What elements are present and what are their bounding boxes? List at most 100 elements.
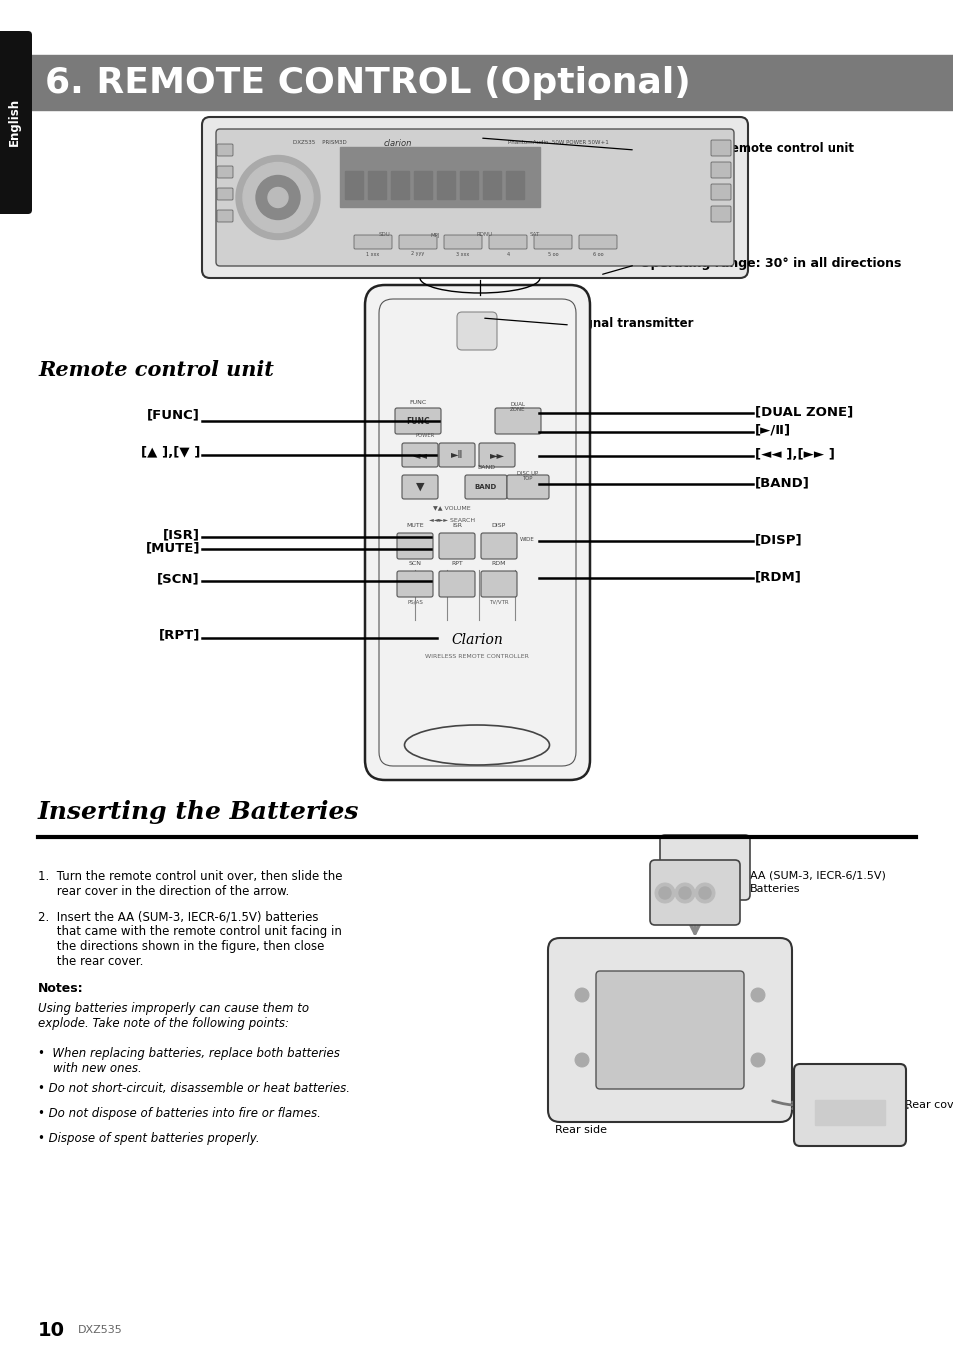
Text: 6 oo: 6 oo [592,251,602,257]
FancyBboxPatch shape [480,571,517,598]
FancyBboxPatch shape [438,443,475,466]
Text: SDU: SDU [378,233,391,238]
Circle shape [695,883,714,903]
FancyBboxPatch shape [578,235,617,249]
Text: ISR: ISR [452,523,461,529]
Text: 1.  Turn the remote control unit over, then slide the: 1. Turn the remote control unit over, th… [38,869,342,883]
Circle shape [675,883,695,903]
Bar [482,170,500,199]
FancyBboxPatch shape [710,184,730,200]
Circle shape [268,188,288,207]
Text: [FUNC]: [FUNC] [147,408,200,422]
Text: [▲ ],[▼ ]: [▲ ],[▼ ] [140,446,200,460]
FancyBboxPatch shape [216,145,233,155]
Circle shape [243,162,313,233]
Text: TV/VTR: TV/VTR [489,599,508,604]
Circle shape [750,1053,764,1067]
FancyBboxPatch shape [443,235,481,249]
Text: • Do not dispose of batteries into fire or flames.: • Do not dispose of batteries into fire … [38,1107,320,1119]
Text: Clarion: Clarion [451,633,502,648]
Text: the rear cover.: the rear cover. [38,955,143,968]
Bar [459,170,477,199]
Text: RDNU: RDNU [476,233,493,238]
Text: [BAND]: [BAND] [754,476,809,489]
Bar [436,170,455,199]
Bar [345,170,363,199]
FancyBboxPatch shape [216,210,233,222]
Text: 5 oo: 5 oo [547,251,558,257]
FancyBboxPatch shape [401,475,437,499]
Text: Rear cover: Rear cover [904,1101,953,1110]
FancyBboxPatch shape [401,443,437,466]
Text: English: English [8,97,20,146]
Text: SAT: SAT [529,233,539,238]
Text: FUNC: FUNC [406,416,430,426]
Circle shape [575,1053,588,1067]
Bar [368,170,386,199]
Text: WIDE: WIDE [519,537,535,542]
Text: rear cover in the direction of the arrow.: rear cover in the direction of the arrow… [38,886,289,898]
FancyBboxPatch shape [495,408,540,434]
Text: ▼▲ VOLUME: ▼▲ VOLUME [433,506,471,511]
Text: 10: 10 [38,1321,65,1340]
Text: DXZ535    PRISM3D: DXZ535 PRISM3D [293,141,346,146]
Text: clarion: clarion [383,138,412,147]
Text: PhantomAudio  50W POWER 50W+1: PhantomAudio 50W POWER 50W+1 [507,141,608,146]
FancyBboxPatch shape [396,533,433,558]
Text: 3 xxx: 3 xxx [456,251,469,257]
Text: Batteries: Batteries [749,884,800,894]
Bar [391,170,409,199]
Text: explode. Take note of the following points:: explode. Take note of the following poin… [38,1017,289,1030]
Text: ◄◄►► SEARCH: ◄◄►► SEARCH [429,518,475,522]
Text: Signal transmitter: Signal transmitter [572,316,693,330]
Text: with new ones.: with new ones. [38,1063,142,1075]
Text: [◄◄ ],[►► ]: [◄◄ ],[►► ] [754,449,834,461]
Text: MUTE: MUTE [406,523,423,529]
Text: AA (SUM-3, IECR-6/1.5V): AA (SUM-3, IECR-6/1.5V) [749,869,885,880]
Text: Inserting the Batteries: Inserting the Batteries [38,800,359,823]
Circle shape [255,176,299,219]
Text: Using batteries improperly can cause them to: Using batteries improperly can cause the… [38,1002,309,1015]
FancyBboxPatch shape [534,235,572,249]
FancyBboxPatch shape [0,31,32,214]
FancyBboxPatch shape [398,235,436,249]
FancyBboxPatch shape [478,443,515,466]
FancyBboxPatch shape [395,408,440,434]
Text: DISP: DISP [492,523,506,529]
Text: Rear side: Rear side [555,1125,606,1134]
FancyBboxPatch shape [202,118,747,279]
Text: 2.  Insert the AA (SUM-3, IECR-6/1.5V) batteries: 2. Insert the AA (SUM-3, IECR-6/1.5V) ba… [38,910,318,923]
Text: [►/Ⅱ]: [►/Ⅱ] [754,423,790,437]
Text: Operating range: 30° in all directions: Operating range: 30° in all directions [639,257,901,269]
FancyBboxPatch shape [354,235,392,249]
Text: 4: 4 [506,251,509,257]
Text: ▼: ▼ [416,483,424,492]
FancyBboxPatch shape [710,206,730,222]
Text: Remote control unit: Remote control unit [38,360,274,380]
Text: DUAL
ZONE: DUAL ZONE [510,402,525,412]
Text: Receiver for remote control unit: Receiver for remote control unit [639,142,853,154]
FancyBboxPatch shape [710,141,730,155]
FancyBboxPatch shape [365,285,589,780]
Text: RDM: RDM [491,561,506,566]
FancyBboxPatch shape [464,475,506,499]
Text: WIRELESS REMOTE CONTROLLER: WIRELESS REMOTE CONTROLLER [425,654,528,660]
Text: • Dispose of spent batteries properly.: • Dispose of spent batteries properly. [38,1132,259,1145]
Text: Notes:: Notes: [38,982,84,995]
Text: MPJ: MPJ [430,233,439,238]
Text: ►Ⅱ: ►Ⅱ [451,450,463,460]
Text: that came with the remote control unit facing in: that came with the remote control unit f… [38,925,341,938]
Text: [RPT]: [RPT] [158,629,200,641]
Bar [414,170,432,199]
Text: PS/AS: PS/AS [407,599,422,604]
Text: RPT: RPT [451,561,462,566]
Bar [814,1101,884,1125]
Text: BAND: BAND [475,484,497,489]
FancyBboxPatch shape [547,938,791,1122]
Text: [SCN]: [SCN] [157,572,200,585]
Circle shape [575,988,588,1002]
FancyBboxPatch shape [216,166,233,178]
FancyBboxPatch shape [396,571,433,598]
FancyBboxPatch shape [659,836,749,900]
Circle shape [235,155,319,239]
